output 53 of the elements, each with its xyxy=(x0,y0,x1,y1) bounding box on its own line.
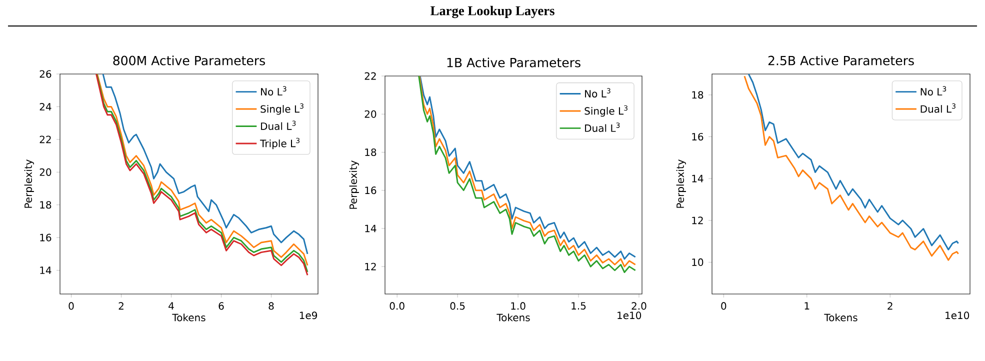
x-axis-title: Tokens xyxy=(496,314,530,322)
chart-title: 2.5B Active Parameters xyxy=(768,56,914,66)
legend-label: Dual L$^{3}$ xyxy=(585,122,620,132)
legend-label: No L$^{3}$ xyxy=(585,88,610,98)
y-tick-label: 20 xyxy=(40,168,52,176)
text: 1e10 xyxy=(946,312,970,320)
x-tick-label: 0 xyxy=(721,302,726,310)
chart-title: 1B Active Parameters xyxy=(447,58,580,68)
y-tick-label: 16 xyxy=(365,186,376,194)
y-tick-label: 18 xyxy=(40,201,52,209)
y-tick-label: 18 xyxy=(365,148,376,156)
y-tick-label: 14 xyxy=(40,266,52,274)
x-tick-label: 1.0 xyxy=(511,302,526,310)
y-tick-label: 22 xyxy=(364,72,376,80)
x-axis-title: Tokens xyxy=(824,314,858,322)
text: Large Lookup Layers xyxy=(430,6,554,18)
x-tick-label: 6 xyxy=(218,302,224,310)
legend-label: Single L$^{3}$ xyxy=(584,105,628,117)
text: 1e10 xyxy=(618,312,642,320)
x-tick-label: 0.0 xyxy=(390,302,404,310)
x-tick-label: 0.5 xyxy=(450,302,465,310)
y-tick-label: 10 xyxy=(692,258,704,266)
x-tick-label: 8 xyxy=(268,302,274,310)
legend-label: No L$^{3}$ xyxy=(261,86,286,96)
x-tick-label: 2 xyxy=(118,302,124,310)
y-tick-label: 26 xyxy=(40,70,52,78)
legend-label: Triple L$^{3}$ xyxy=(260,138,300,150)
x-tick-label: 1.5 xyxy=(572,302,586,310)
x-tick-label: 2 xyxy=(888,302,892,310)
x-tick-label: 4 xyxy=(168,302,174,310)
y-axis-title: Perplexity xyxy=(349,160,359,209)
legend-label: Single L$^{3}$ xyxy=(260,103,304,115)
legend-label: Dual L$^{3}$ xyxy=(261,120,296,130)
y-axis-title: Perplexity xyxy=(676,160,686,208)
y-tick-label: 14 xyxy=(365,224,376,232)
y-tick-label: 20 xyxy=(364,110,376,118)
y-tick-label: 24 xyxy=(40,103,52,110)
y-tick-label: 12 xyxy=(692,216,703,224)
y-tick-label: 14 xyxy=(692,174,704,182)
y-tick-label: 16 xyxy=(40,234,52,242)
x-axis-title: Tokens xyxy=(172,314,206,322)
y-tick-label: 22 xyxy=(40,136,51,144)
text: 1e9 xyxy=(300,312,318,320)
y-tick-label: 18 xyxy=(692,91,704,99)
x-tick-label: 0 xyxy=(68,302,74,310)
chart-title: 800M Active Parameters xyxy=(113,56,265,66)
legend-label: Dual L$^{3}$ xyxy=(920,103,956,113)
y-tick-label: 16 xyxy=(692,132,704,141)
legend-label: No L$^{3}$ xyxy=(920,86,946,96)
x-tick-label: 1 xyxy=(804,302,810,310)
x-tick-label: 2.0 xyxy=(632,302,646,310)
y-tick-label: 12 xyxy=(365,262,376,270)
y-axis-title: Perplexity xyxy=(24,160,34,208)
